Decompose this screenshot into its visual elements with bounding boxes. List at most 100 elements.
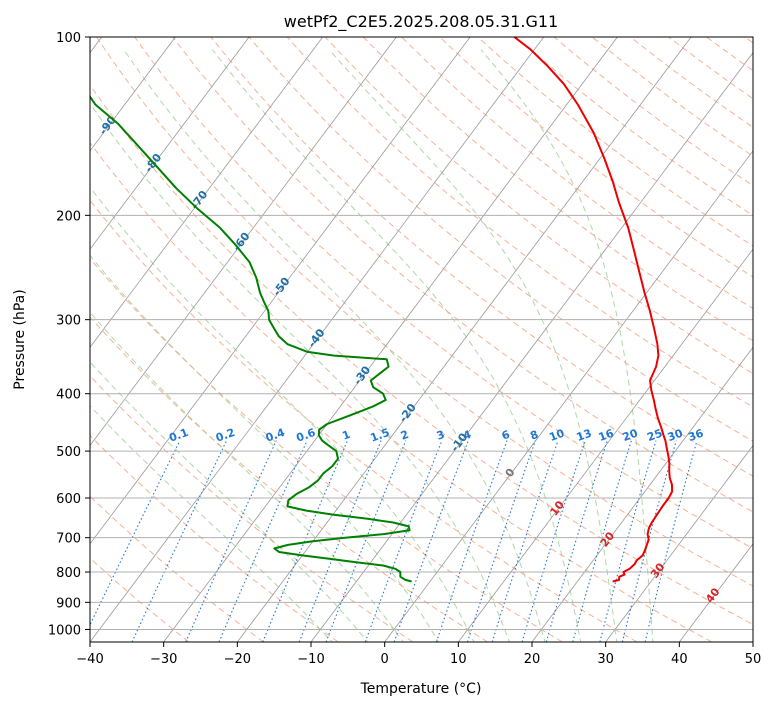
mixing-ratio-line [131, 440, 228, 642]
mixing-ratio-label: 3 [435, 428, 447, 443]
mixing-ratio-label: 4 [461, 428, 473, 443]
mixing-ratio-lines [90, 440, 698, 642]
isotherm-line [310, 51, 753, 642]
mixing-ratio-line [90, 440, 181, 627]
isotherm-line [163, 37, 618, 642]
mixing-ratio-label: 0.2 [214, 426, 237, 445]
dry-adiabat-line [90, 199, 638, 642]
isotherm-line [90, 37, 176, 152]
dry-adiabat-line [90, 142, 712, 642]
y-tick-label: 600 [56, 492, 81, 507]
isotherm-label: -100 [46, 77, 73, 107]
mixing-ratio-label: 1 [341, 428, 353, 443]
y-tick-label: 300 [56, 314, 81, 329]
dry-adiabat-line [90, 375, 414, 642]
y-axis-title: Pressure (hPa) [12, 289, 28, 389]
dry-adiabat-line [90, 316, 488, 642]
isotherm-line [752, 641, 753, 642]
temperature-line [513, 37, 674, 583]
isotherms [90, 37, 753, 642]
dry-adiabat-line [363, 37, 753, 342]
moist-adiabat-line [90, 186, 475, 642]
mixing-ratio-line [521, 440, 586, 642]
x-tick-label: 30 [597, 652, 614, 667]
y-tick-label: 700 [56, 532, 81, 547]
x-tick-label: −10 [297, 652, 324, 667]
dry-adiabat-line [210, 37, 753, 477]
dry-adiabat-line [90, 84, 753, 625]
y-tick-label: 200 [56, 209, 81, 224]
mixing-ratio-label: 25 [645, 427, 664, 444]
mixing-ratio-labels: 0.1 0.2 0.4 0.6 1 1.5 2 3 4 6 8 10 13 16 20 25 30 36 [167, 426, 705, 445]
moist-adiabat-line [123, 49, 546, 642]
x-tick-label: −20 [224, 652, 251, 667]
dry-adiabat-line [668, 37, 753, 100]
mixing-ratio-label: 13 [575, 427, 594, 444]
mixing-ratio-label: 36 [686, 426, 705, 444]
x-tick-label: −30 [150, 652, 177, 667]
dry-adiabat-line [706, 37, 753, 72]
x-tick-label: 20 [524, 652, 541, 667]
mixing-ratio-label: 10 [547, 426, 566, 444]
mixing-ratio-label: 8 [528, 428, 540, 443]
isotherm-line [679, 543, 753, 642]
mixing-ratio-line [185, 440, 277, 642]
dry-adiabats [90, 37, 753, 642]
moist-adiabats [90, 49, 654, 642]
moist-adiabat-line [211, 49, 582, 642]
dry-adiabat-line [90, 495, 264, 642]
dry-adiabat-line [439, 37, 753, 278]
moist-adiabat-line [90, 311, 404, 642]
mixing-ratio-label: 16 [597, 426, 616, 444]
x-tick-label: 50 [745, 652, 762, 667]
isotherm-line [90, 37, 545, 642]
dry-adiabat-line [172, 37, 753, 513]
profiles [90, 37, 674, 583]
isotherm-line [531, 346, 753, 642]
x-axis: −40 −30 −20 −10 0 10 20 30 40 50 [76, 642, 761, 667]
mixing-ratio-line [545, 440, 608, 642]
dry-adiabat-line [744, 37, 753, 44]
isotherm-line [90, 37, 471, 545]
mixing-ratio-line [644, 440, 698, 642]
mixing-ratio-line [621, 440, 677, 642]
mixing-ratio-line [218, 440, 308, 642]
mixing-ratio-label: 20 [621, 426, 640, 444]
isotherm-line [90, 37, 250, 250]
isotherm-line [90, 37, 397, 447]
mixing-ratio-label: 0.6 [295, 426, 318, 445]
dewpoint-line [90, 94, 412, 583]
mixing-ratio-label: 1.5 [369, 426, 392, 445]
y-tick-label: 500 [56, 445, 81, 460]
mixing-ratio-line [491, 440, 559, 642]
dry-adiabat-line [553, 37, 753, 187]
isotherm-line [384, 150, 753, 642]
mixing-ratio-line [435, 440, 508, 642]
chart-title: wetPf2_C2E5.2025.208.05.31.G11 [284, 12, 558, 32]
y-tick-label: 800 [56, 566, 81, 581]
x-tick-label: −40 [76, 652, 103, 667]
dry-adiabat-line [248, 37, 753, 442]
dry-adiabat-line [90, 557, 190, 642]
y-axis: 100 200 300 400 500 600 700 800 900 1000 [48, 31, 90, 638]
y-tick-label: 100 [56, 31, 81, 46]
mixing-ratio-label: 30 [666, 426, 685, 444]
mixing-ratio-line [599, 440, 657, 642]
isotherm-line [458, 248, 753, 642]
dry-adiabat-line [401, 37, 753, 310]
mixing-ratio-label: 0.4 [264, 426, 287, 445]
y-tick-label: 400 [56, 388, 81, 403]
mixing-ratio-line [466, 440, 536, 642]
moist-adiabat-line [90, 254, 440, 642]
y-tick-label: 1000 [48, 623, 81, 638]
y-tick-label: 900 [56, 596, 81, 611]
x-tick-label: 10 [450, 652, 467, 667]
mixing-ratio-line [572, 440, 632, 642]
mixing-ratio-line [262, 440, 349, 642]
moist-adiabat-line [480, 49, 654, 642]
dry-adiabat-line [134, 37, 753, 550]
isotherm-line [90, 37, 324, 348]
x-axis-title: Temperature (°C) [360, 681, 482, 697]
mixing-ratio-label: 6 [500, 428, 512, 443]
